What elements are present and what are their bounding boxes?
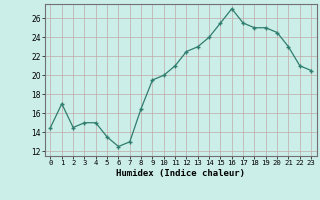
- X-axis label: Humidex (Indice chaleur): Humidex (Indice chaleur): [116, 169, 245, 178]
